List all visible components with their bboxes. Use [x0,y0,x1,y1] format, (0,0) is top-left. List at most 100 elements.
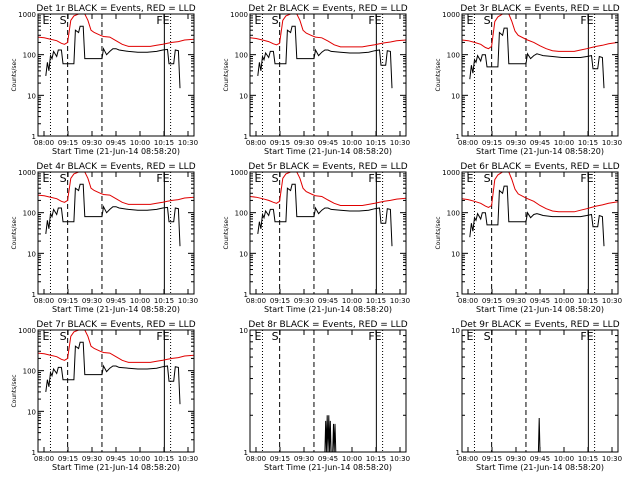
y-tick-label: 10 [27,92,36,100]
x-tick-label: 09:30 [506,139,526,147]
y-tick-label: 10 [239,92,248,100]
y-tick-label: 1000 [18,169,36,177]
y-axis-title: Counts/sec [223,216,230,249]
x-tick-label: 08:00 [34,297,54,305]
y-axis-title: Counts/sec [11,58,18,91]
x-tick-label: 10:15 [154,297,174,305]
events-series-line [45,341,181,405]
flag-label: F [156,330,162,343]
y-tick-label: 10 [27,250,36,258]
x-axis-title: Start Time (21-Jun-14 08:58:20) [52,463,180,472]
x-tick-label: 10:00 [554,139,574,147]
x-tick-label: 09:45 [530,139,550,147]
x-tick-label: 10:15 [366,139,386,147]
flag-label: E [254,330,261,343]
panel-title: Det 4r BLACK = Events, RED = LLD [36,162,195,172]
flag-label: S [484,330,491,343]
y-tick-label: 100 [23,52,36,60]
y-tick-label: 100 [235,210,248,218]
y-axis-title: Counts/sec [223,58,230,91]
y-tick-label: 1000 [18,11,36,19]
flag-label: E [42,14,49,27]
flag-label: E [163,14,170,27]
x-axis-title: Start Time (21-Jun-14 08:58:20) [264,463,392,472]
x-tick-label: 10:00 [130,455,150,463]
x-tick-label: 10:30 [178,455,198,463]
panel-title: Det 7r BLACK = Events, RED = LLD [36,320,195,330]
y-tick-label: 1000 [442,11,460,19]
flag-label: F [368,330,374,343]
lld-series-line [461,13,619,52]
x-tick-label: 10:15 [578,139,598,147]
x-tick-label: 09:45 [106,139,126,147]
x-axis-title: Start Time (21-Jun-14 08:58:20) [264,147,392,156]
panel-title: Det 1r BLACK = Events, RED = LLD [36,4,195,14]
x-tick-label: 10:00 [342,139,362,147]
y-tick-label: 1 [244,133,248,141]
events-series-line [257,183,393,247]
x-tick-label: 09:30 [82,297,102,305]
flag-label: S [484,172,491,185]
x-tick-label: 10:15 [578,455,598,463]
events-series-line [469,185,605,247]
flag-label: S [484,14,491,27]
panel-title: Det 3r BLACK = Events, RED = LLD [460,4,619,14]
y-tick-label: 1 [32,291,36,299]
flag-label: E [42,330,49,343]
x-axis-title: Start Time (21-Jun-14 08:58:20) [264,305,392,314]
y-tick-label: 100 [23,210,36,218]
x-tick-label: 09:45 [318,455,338,463]
y-tick-label: 10 [27,408,36,416]
events-series-line [537,417,541,453]
x-tick-label: 10:00 [342,297,362,305]
x-tick-label: 09:30 [294,455,314,463]
flag-label: E [375,172,382,185]
flag-label: E [466,330,473,343]
x-tick-label: 08:00 [458,297,478,305]
flag-label: E [375,330,382,343]
y-axis-title: Counts/sec [435,216,442,249]
y-tick-label: 1 [244,449,248,457]
x-tick-label: 10:00 [554,297,574,305]
flag-label: E [163,172,170,185]
x-tick-label: 09:15 [482,139,502,147]
x-axis-title: Start Time (21-Jun-14 08:58:20) [52,147,180,156]
x-tick-label: 09:15 [270,297,290,305]
x-tick-label: 10:15 [366,455,386,463]
events-series-line [324,415,337,453]
flag-label: E [254,14,261,27]
y-tick-label: 1 [244,291,248,299]
panel-title: Det 5r BLACK = Events, RED = LLD [248,162,407,172]
x-tick-label: 09:45 [530,455,550,463]
y-axis-title: Counts/sec [11,374,18,407]
panel-title: Det 8r BLACK = Events, RED = LLD [248,320,407,330]
y-tick-label: 1000 [230,11,248,19]
flag-label: S [60,172,67,185]
y-tick-label: 1000 [18,327,36,335]
panel-title: Det 2r BLACK = Events, RED = LLD [248,4,407,14]
y-tick-label: 1 [32,133,36,141]
flag-label: E [587,14,594,27]
x-tick-label: 10:00 [130,297,150,305]
y-tick-label: 1 [456,291,460,299]
x-tick-label: 10:15 [154,455,174,463]
x-tick-label: 10:30 [602,455,622,463]
lld-series-line [249,171,407,206]
x-axis-title: Start Time (21-Jun-14 08:58:20) [52,305,180,314]
x-tick-label: 09:30 [82,455,102,463]
x-tick-label: 09:15 [482,455,502,463]
x-tick-label: 10:15 [366,297,386,305]
y-tick-label: 100 [447,210,460,218]
lld-series-line [37,171,195,205]
flag-label: F [580,172,586,185]
x-axis-title: Start Time (21-Jun-14 08:58:20) [476,463,604,472]
flag-label: E [466,14,473,27]
flag-label: E [587,172,594,185]
flag-label: E [163,330,170,343]
y-tick-label: 1 [32,449,36,457]
